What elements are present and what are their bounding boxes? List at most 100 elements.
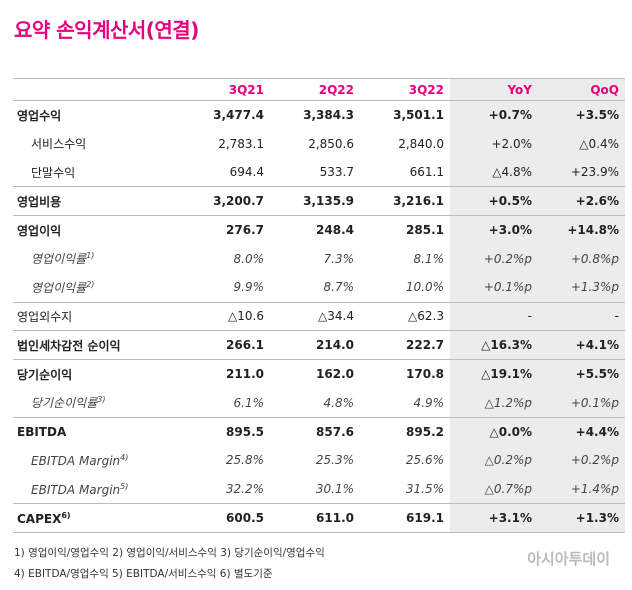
value-cell: 285.1 (360, 215, 450, 245)
value-cell: 694.4 (229, 165, 264, 180)
value-cell: +0.1%p (538, 388, 625, 418)
value-cell: 2,840.0 (398, 136, 444, 151)
footnote-ref: 4) (120, 452, 129, 462)
value-cell: +0.2%p (538, 446, 625, 475)
value-cell: 3,216.1 (360, 186, 450, 216)
value-cell: +0.8%p (538, 244, 625, 274)
row-label: CAPEX (17, 511, 62, 526)
row-label-cell: 영업이익률1) (13, 244, 200, 273)
row-label-cell: 단말수익 (13, 158, 200, 187)
header-blank (13, 78, 200, 101)
row-label-cell: CAPEX6) (13, 503, 200, 533)
column-header: YoY (450, 78, 538, 101)
row-label-cell: EBITDA Margin5) (13, 475, 200, 504)
value-cell: 533.7 (319, 165, 354, 180)
value-cell: +1.3%p (538, 273, 625, 303)
value-cell: 3,501.1 (360, 100, 450, 130)
footnote-ref: 2) (86, 279, 95, 289)
value-cell: 266.1 (200, 330, 270, 360)
row-label: 당기순이익률 (31, 396, 98, 411)
value-cell: 611.0 (270, 503, 360, 533)
value-cell: 661.1 (409, 165, 444, 180)
row-label: 법인세차감전 순이익 (17, 338, 121, 353)
row-label-cell: 당기순이익률3) (13, 388, 200, 417)
value-cell: - (538, 301, 625, 331)
value-cell: +2.6% (538, 186, 625, 216)
value-cell: 162.0 (270, 359, 360, 389)
value-cell: 857.6 (270, 416, 360, 447)
table-row: 영업수익 3,477.4 3,384.3 3,501.1 +0.7% +3.5% (13, 100, 625, 130)
row-label-cell: 영업수익 (13, 100, 200, 130)
value-cell: +4.4% (538, 416, 625, 447)
row-label: 영업외수지 (17, 309, 73, 324)
value-cell: +2.0% (450, 129, 538, 159)
value-cell: 25.6% (405, 453, 444, 468)
value-cell: +14.8% (538, 215, 625, 245)
table-row: 법인세차감전 순이익 266.1 214.0 222.7 △16.3% +4.1% (13, 330, 625, 360)
value-cell: +1.3% (538, 503, 625, 533)
watermark: 아시아투데이 (527, 550, 610, 568)
value-cell: △0.4% (538, 129, 625, 159)
table-row: 서비스수익 2,783.1 2,850.6 2,840.0 +2.0% △0.4% (13, 129, 625, 159)
value-cell: △34.4 (270, 301, 360, 331)
value-cell: +0.2%p (450, 244, 538, 274)
value-cell: 170.8 (360, 359, 450, 389)
row-label: 당기순이익 (17, 367, 73, 382)
value-cell: 619.1 (360, 503, 450, 533)
value-cell: 600.5 (200, 503, 270, 533)
row-label: 서비스수익 (31, 137, 87, 152)
value-cell: 222.7 (360, 330, 450, 360)
value-cell: +1.4%p (538, 474, 625, 504)
value-cell: 8.1% (413, 251, 445, 266)
table-header: 3Q21 2Q22 3Q22 YoY QoQ (13, 78, 625, 101)
value-cell: △4.8% (450, 158, 538, 187)
row-label: EBITDA (17, 424, 67, 439)
table-row: 영업이익률2) 9.9% 8.7% 10.0% +0.1%p +1.3%p (13, 273, 625, 303)
table-row: EBITDA Margin5) 32.2% 30.1% 31.5% △0.7%p +1.4… (13, 474, 625, 504)
value-cell: △16.3% (450, 330, 538, 360)
row-label-cell: EBITDA Margin4) (13, 446, 200, 475)
row-label-cell: EBITDA (13, 416, 200, 447)
footnote-ref: 1) (86, 251, 95, 261)
value-cell: 248.4 (270, 215, 360, 245)
value-cell: △0.2%p (450, 446, 538, 475)
value-cell: +3.0% (450, 215, 538, 245)
value-cell: +3.5% (538, 100, 625, 130)
value-cell: 32.2% (225, 482, 264, 496)
value-cell: +0.1%p (450, 273, 538, 303)
value-cell: △62.3 (360, 301, 450, 331)
value-cell: 4.9% (413, 395, 445, 410)
value-cell: 2,783.1 (218, 136, 264, 151)
row-label: 영업이익률 (31, 280, 87, 295)
value-cell: △10.6 (200, 301, 270, 331)
table-row: 영업이익 276.7 248.4 285.1 +3.0% +14.8% (13, 215, 625, 245)
value-cell: 895.2 (360, 416, 450, 447)
value-cell: 6.1% (233, 395, 265, 410)
value-cell: 10.0% (405, 280, 444, 295)
value-cell: +0.5% (450, 186, 538, 216)
table-body: 영업수익 3,477.4 3,384.3 3,501.1 +0.7% +3.5% 서비스수익… (13, 100, 625, 533)
value-cell: 8.7% (323, 280, 355, 295)
column-header: 2Q22 (270, 78, 360, 101)
value-cell: △1.2%p (450, 388, 538, 418)
value-cell: 4.8% (323, 395, 355, 410)
value-cell: 30.1% (315, 482, 354, 496)
value-cell: +3.1% (450, 503, 538, 533)
table-row: 영업비용 3,200.7 3,135.9 3,216.1 +0.5% +2.6% (13, 186, 625, 216)
footnote: 1) 영업이익/영업수익 2) 영업이익/서비스수익 3) 당기순이익/영업수익 (14, 547, 325, 559)
row-label-cell: 법인세차감전 순이익 (13, 330, 200, 360)
column-header: 3Q22 (360, 78, 450, 101)
row-label: 영업이익률 (31, 252, 87, 267)
value-cell: 211.0 (200, 359, 270, 389)
row-label: 영업비용 (17, 194, 62, 209)
title: 요약 손익계산서(연결) (14, 18, 199, 42)
header-row: 3Q21 2Q22 3Q22 YoY QoQ (13, 78, 625, 101)
income-table: 3Q21 2Q22 3Q22 YoY QoQ 영업수익 3,477.4 3,384.3 3,5… (13, 78, 625, 533)
value-cell: 276.7 (200, 215, 270, 245)
value-cell: 3,200.7 (200, 186, 270, 216)
value-cell: - (450, 301, 538, 331)
value-cell: △0.0% (450, 416, 538, 447)
value-cell: 2,850.6 (308, 136, 354, 151)
value-cell: 31.5% (405, 482, 444, 496)
